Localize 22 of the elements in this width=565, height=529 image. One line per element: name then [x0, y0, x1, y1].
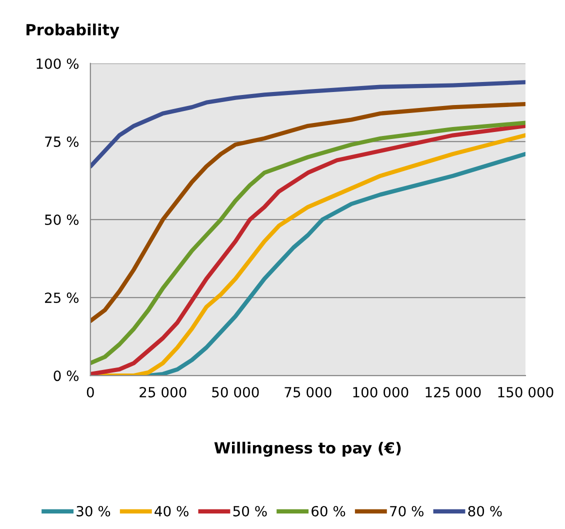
legend-label: 60 %	[312, 506, 346, 516]
x-tick-label: 125 000	[426, 386, 481, 398]
y-tick-label: 25 %	[45, 292, 79, 304]
y-tick-label: 100 %	[36, 58, 79, 69]
x-tick-label: 100 000	[353, 386, 408, 398]
y-axis-title: Probability	[26, 24, 120, 39]
x-tick-label: 150 000	[498, 386, 554, 398]
x-axis-title: Willingness to pay (€)	[214, 442, 401, 457]
legend-label: 30 %	[76, 506, 110, 516]
y-tick-label: 0 %	[54, 370, 79, 382]
line-series	[90, 102, 526, 324]
x-tick-label: 50 000	[212, 386, 259, 398]
legend-label: 70 %	[390, 506, 424, 516]
x-tick-label: 75 000	[284, 386, 332, 398]
x-tick-label: 0	[86, 386, 94, 398]
legend-label: 80 %	[468, 506, 502, 516]
y-tick-label: 75 %	[45, 136, 79, 147]
y-tick-label: 50 %	[45, 214, 79, 226]
legend-label: 50 %	[233, 506, 267, 516]
x-tick-label: 25 000	[140, 386, 186, 398]
legend-label: 40 %	[154, 506, 188, 516]
line-series	[90, 80, 526, 169]
